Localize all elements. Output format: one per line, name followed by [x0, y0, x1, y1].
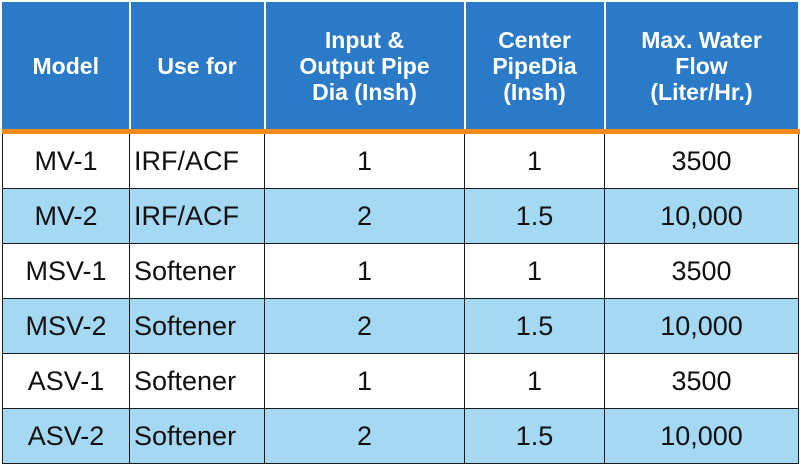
cell-input-output-dia: 1: [264, 243, 465, 300]
table-row: ASV-1 Softener 1 1 3500: [2, 353, 799, 409]
header-input-output-dia: Input & Output Pipe Dia (Insh): [263, 2, 466, 134]
cell-max-flow: 10,000: [604, 298, 799, 355]
table-row: MV-2 IRF/ACF 2 1.5 10,000: [2, 188, 799, 245]
cell-model: ASV-1: [2, 353, 130, 409]
cell-model: MSV-1: [2, 243, 130, 300]
header-center-dia-line-1: Center: [498, 26, 571, 53]
cell-input-output-dia: 1: [264, 353, 465, 409]
table-row: MSV-2 Softener 2 1.5 10,000: [2, 298, 799, 355]
cell-model: MV-2: [2, 188, 130, 245]
cell-max-flow: 3500: [604, 130, 799, 190]
header-input-output-dia-line-1: Input &: [324, 26, 405, 53]
cell-use-for: Softener: [129, 298, 265, 355]
cell-model: ASV-2: [2, 408, 130, 464]
header-input-output-dia-line-3: Dia (Insh): [312, 78, 417, 105]
cell-center-dia: 1: [464, 243, 605, 300]
header-center-dia-line-2: PipeDia: [492, 52, 577, 79]
cell-max-flow: 10,000: [604, 188, 799, 245]
header-max-flow-line-2: Flow: [675, 52, 728, 79]
cell-max-flow: 3500: [604, 243, 799, 300]
cell-max-flow: 3500: [604, 353, 799, 409]
cell-center-dia: 1.5: [464, 298, 605, 355]
cell-input-output-dia: 2: [264, 188, 465, 245]
cell-use-for: Softener: [129, 353, 265, 409]
cell-model: MSV-2: [2, 298, 130, 355]
cell-use-for: IRF/ACF: [129, 188, 265, 245]
header-use-for-line-1: Use for: [157, 52, 237, 79]
cell-max-flow: 10,000: [604, 408, 799, 464]
header-model-line-1: Model: [32, 52, 99, 79]
cell-center-dia: 1.5: [464, 408, 605, 464]
header-max-flow-line-1: Max. Water: [641, 26, 762, 53]
cell-use-for: Softener: [129, 408, 265, 464]
cell-input-output-dia: 2: [264, 298, 465, 355]
cell-input-output-dia: 2: [264, 408, 465, 464]
table-row: MV-1 IRF/ACF 1 1 3500: [2, 130, 799, 190]
cell-use-for: Softener: [129, 243, 265, 300]
header-max-flow: Max. Water Flow (Liter/Hr.): [603, 2, 800, 134]
cell-center-dia: 1.5: [464, 188, 605, 245]
cell-model: MV-1: [2, 130, 130, 190]
cell-use-for: IRF/ACF: [129, 130, 265, 190]
header-center-dia-line-3: (Insh): [503, 78, 566, 105]
cell-center-dia: 1: [464, 353, 605, 409]
cell-center-dia: 1: [464, 130, 605, 190]
cell-input-output-dia: 1: [264, 130, 465, 190]
header-use-for: Use for: [128, 2, 266, 134]
header-row: Model Use for Input & Output Pipe Dia (I…: [2, 2, 800, 134]
table-row: ASV-2 Softener 2 1.5 10,000: [2, 408, 799, 464]
header-center-dia: Center PipeDia (Insh): [463, 2, 606, 134]
header-max-flow-line-3: (Liter/Hr.): [650, 78, 753, 105]
table-row: MSV-1 Softener 1 1 3500: [2, 243, 799, 300]
header-model: Model: [2, 2, 131, 134]
header-input-output-dia-line-2: Output Pipe: [299, 52, 430, 79]
